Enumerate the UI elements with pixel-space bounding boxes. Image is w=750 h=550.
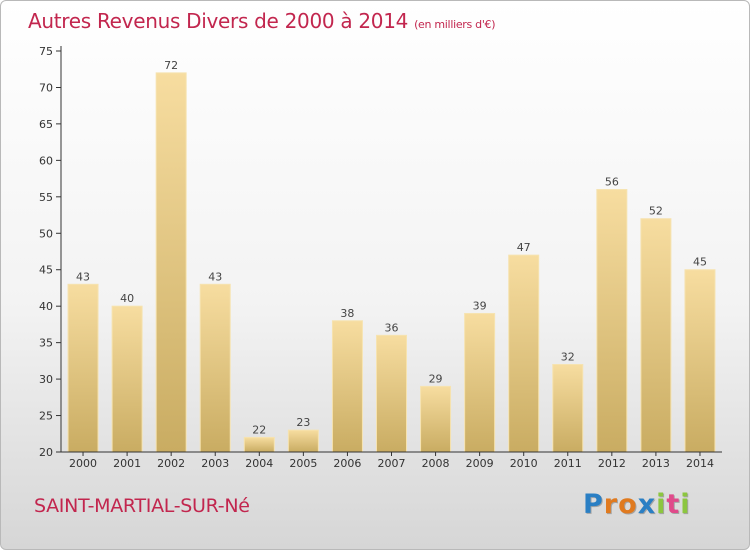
bar-2004	[243, 436, 275, 453]
x-tick-label: 2000	[69, 457, 97, 470]
x-tick-label: 2005	[289, 457, 317, 470]
bar-2008	[420, 385, 452, 453]
y-tick-label: 70	[39, 81, 53, 94]
x-tick-label: 2010	[510, 457, 538, 470]
x-tick-label: 2004	[245, 457, 273, 470]
data-label: 32	[561, 351, 575, 364]
x-tick-label: 2008	[422, 457, 450, 470]
y-tick-label: 25	[39, 410, 53, 423]
chart-unit: (en milliers d'€)	[414, 18, 496, 31]
bar-2006	[331, 320, 363, 453]
axes-group: 2000 2001 2002 2003 2004 2005 2006 2007 2008 2009…	[39, 45, 722, 470]
y-tick-label: 20	[39, 446, 53, 459]
logo-letter: P	[583, 489, 604, 520]
data-label: 36	[385, 321, 399, 334]
data-label: 45	[693, 256, 707, 269]
x-tick-label: 2002	[157, 457, 185, 470]
logo-letter: i	[656, 489, 667, 520]
bar-2002	[155, 72, 187, 453]
data-label: 38	[340, 307, 354, 320]
x-tick-label: 2007	[378, 457, 406, 470]
data-label: 22	[252, 423, 266, 436]
y-tick-label: 75	[39, 45, 53, 58]
data-label: 52	[649, 205, 663, 218]
y-tick-label: 55	[39, 191, 53, 204]
logo-letter: t	[666, 489, 681, 520]
x-tick-label: 2014	[686, 457, 714, 470]
x-tick-label: 2001	[113, 457, 141, 470]
data-label: 29	[429, 372, 443, 385]
y-tick-label: 45	[39, 264, 53, 277]
y-tick-label: 35	[39, 337, 53, 350]
bar-2011	[552, 364, 584, 453]
x-tick-label: 2006	[333, 457, 361, 470]
chart-title-text: Autres Revenus Divers de 2000 à 2014	[28, 9, 409, 33]
y-tick-label: 40	[39, 300, 53, 313]
logo-letter: o	[618, 489, 638, 520]
chart-title: Autres Revenus Divers de 2000 à 2014 (en …	[28, 9, 496, 33]
data-label: 43	[76, 270, 90, 283]
data-label: 23	[296, 416, 310, 429]
bar-2013	[640, 218, 672, 453]
bar-2003	[199, 283, 231, 453]
logo-letter: x	[637, 489, 657, 520]
x-tick-label: 2011	[554, 457, 582, 470]
bar-2007	[376, 334, 407, 453]
y-tick-label: 60	[39, 154, 53, 167]
y-tick-label: 30	[39, 373, 53, 386]
bar-2000	[67, 283, 99, 453]
logo-letter: r	[603, 489, 619, 520]
data-label: 72	[164, 59, 178, 72]
data-label: 39	[473, 299, 487, 312]
data-label: 47	[517, 241, 531, 254]
bar-2005	[287, 429, 319, 453]
bar-2014	[684, 269, 716, 453]
bar-2010	[508, 254, 540, 453]
x-tick-label: 2003	[201, 457, 229, 470]
x-tick-label: 2012	[598, 457, 626, 470]
bar-2012	[596, 189, 628, 453]
y-tick-label: 50	[39, 227, 53, 240]
data-label: 43	[208, 270, 222, 283]
y-tick-label: 65	[39, 118, 53, 131]
x-tick-label: 2009	[466, 457, 494, 470]
data-label: 56	[605, 176, 619, 189]
proxiti-logo: Proxiti	[583, 489, 691, 520]
data-label: 40	[120, 292, 134, 305]
x-tick-label: 2013	[642, 457, 670, 470]
city-name: SAINT-MARTIAL-SUR-Né	[34, 495, 250, 517]
bar-2009	[464, 312, 496, 453]
bars-group: 43 40 72 43 22 23 38 36 29 39 47 32 56 52 45	[67, 59, 716, 453]
bar-2001	[111, 305, 143, 453]
logo-letter: i	[680, 489, 691, 520]
